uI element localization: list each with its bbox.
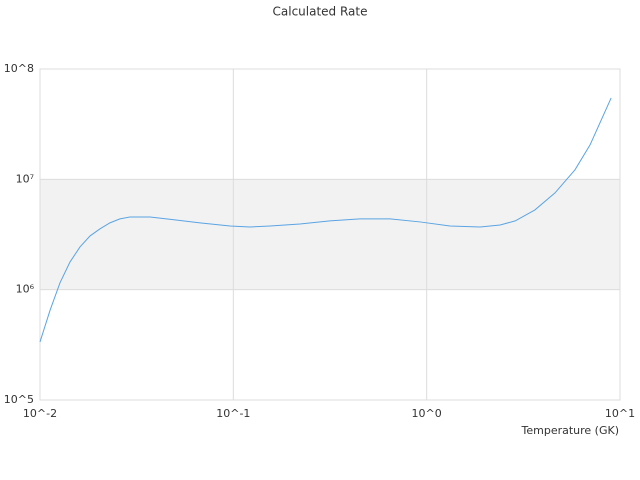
grid-band [40, 179, 620, 290]
y-tick-label: 10^8 [4, 62, 34, 75]
x-tick-label: 10^0 [412, 407, 442, 420]
y-tick-label: 10^5 [4, 393, 34, 406]
x-axis-label: Temperature (GK) [521, 424, 620, 437]
x-tick-label: 10^-1 [216, 407, 250, 420]
chart-title: Calculated Rate [273, 5, 368, 19]
plot-area [39, 68, 621, 401]
x-tick-label: 10^-2 [23, 407, 57, 420]
y-tick-label: 10⁷ [16, 172, 34, 185]
x-tick-label: 10^1 [605, 407, 635, 420]
plot-border [39, 68, 621, 401]
data-line [39, 97, 612, 343]
y-tick-label: 10⁶ [16, 283, 35, 296]
